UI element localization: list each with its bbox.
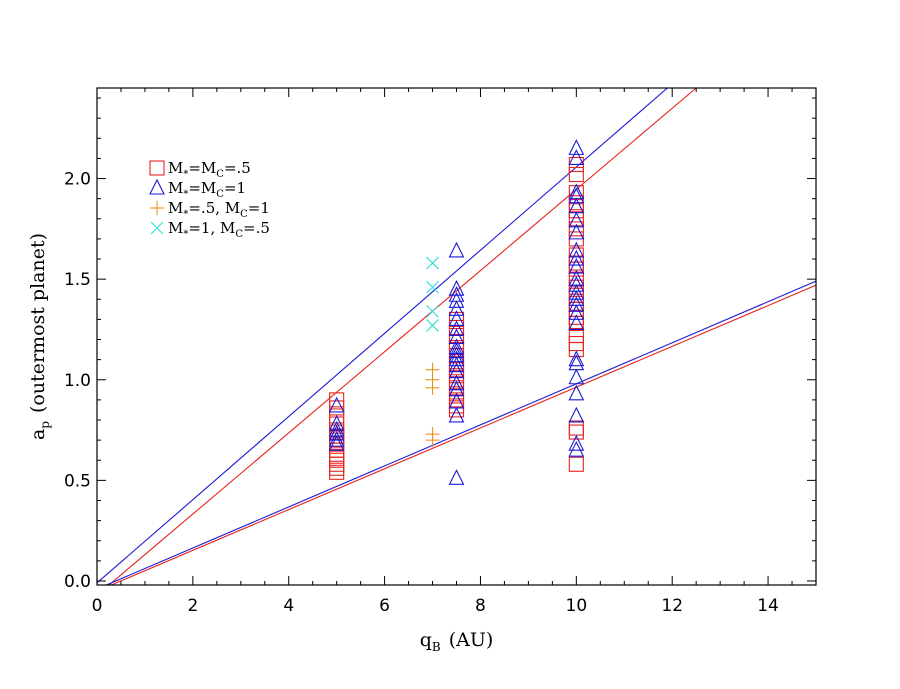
data-point-square: [568, 309, 584, 325]
data-point-triangle: [568, 149, 585, 165]
x-tick-label: 14: [757, 596, 779, 616]
data-point-triangle: [448, 374, 465, 391]
data-point-square: [568, 424, 584, 440]
data-point-triangle: [568, 211, 585, 228]
data-point-square: [448, 311, 465, 327]
fit-line: [111, 284, 816, 585]
data-point-square: [568, 456, 584, 472]
y-tick-label: 1.5: [64, 270, 91, 290]
data-point-triangle: [568, 368, 585, 385]
data-point-square: [568, 335, 584, 352]
legend-label: M*=.5, MC=1: [168, 199, 270, 220]
data-point-square: [568, 221, 584, 237]
data-point-triangle: [448, 279, 465, 296]
data-point-triangle: [328, 396, 345, 413]
legend-marker: [150, 201, 164, 215]
data-point-x: [426, 304, 439, 318]
data-point-triangle: [448, 469, 465, 485]
data-point-triangle: [448, 310, 465, 326]
x-tick-label: 12: [661, 596, 683, 616]
y-axis-label: ap(outermost planet): [27, 233, 52, 440]
data-point-triangle: [448, 292, 465, 308]
legend-marker: [150, 221, 164, 235]
data-point-triangle: [448, 350, 465, 367]
data-point-x: [426, 319, 439, 332]
data-point-triangle: [568, 384, 585, 401]
data-point-triangle: [328, 414, 345, 431]
y-tick-label: 1.0: [64, 371, 91, 391]
data-point-square: [568, 203, 584, 219]
data-point-triangle: [568, 257, 585, 274]
data-point-triangle: [568, 139, 585, 155]
data-point-plus: [425, 433, 440, 448]
data-point-triangle: [328, 430, 345, 447]
data-point-triangle: [448, 362, 465, 379]
data-point-square: [448, 402, 465, 418]
data-point-triangle: [568, 350, 585, 367]
data-point-square: [329, 464, 345, 480]
legend: M*=MC=.5M*=MC=1M*=.5, MC=1M*=1, MC=.5: [149, 159, 270, 240]
data-point-square: [329, 392, 345, 408]
data-point-triangle: [448, 356, 465, 373]
legend-marker: [149, 160, 165, 176]
data-point-triangle: [568, 223, 585, 240]
data-point-plus: [425, 380, 440, 395]
data-point-triangle: [328, 424, 345, 441]
axis-ticks: 0 2 4 6 8 10 12 14 0.0 0.5 1.0 1.5 2.0: [64, 88, 817, 616]
x-tick-label: 4: [283, 596, 294, 616]
data-point-x: [426, 280, 439, 294]
data-point-triangle: [448, 406, 465, 423]
data-point-triangle: [448, 338, 465, 355]
data-point-triangle: [568, 284, 585, 300]
data-point-triangle: [448, 380, 465, 397]
data-point-triangle: [448, 300, 465, 316]
x-tick-label: 2: [187, 596, 198, 616]
data-point-triangle: [568, 187, 585, 204]
x-tick-label: 0: [92, 596, 103, 616]
fit-line: [105, 280, 816, 585]
data-point-triangle: [568, 440, 585, 457]
data-point-triangle: [448, 346, 465, 363]
legend-marker: [149, 178, 165, 195]
data-points: [328, 139, 585, 485]
fit-line: [108, 88, 697, 585]
data-point-square: [329, 456, 345, 472]
data-point-triangle: [568, 197, 585, 214]
x-tick-label: 6: [379, 596, 390, 616]
data-point-square: [568, 166, 584, 183]
data-point-triangle: [568, 434, 585, 451]
data-point-square: [568, 279, 584, 295]
x-tick-label: 8: [475, 596, 486, 616]
y-tick-label: 0.5: [64, 471, 91, 491]
data-point-triangle: [328, 434, 345, 451]
data-point-triangle: [568, 304, 585, 320]
legend-label: M*=MC=1: [168, 179, 246, 200]
data-point-triangle: [568, 183, 585, 200]
data-point-triangle: [568, 296, 585, 312]
data-point-triangle: [568, 406, 585, 423]
data-point-x: [426, 256, 439, 270]
data-point-triangle: [568, 314, 585, 330]
x-axis-label: qB (AU): [420, 629, 494, 654]
data-point-triangle: [448, 241, 465, 258]
data-point-triangle: [568, 241, 585, 258]
x-tick-label: 10: [566, 596, 588, 616]
data-point-square: [568, 420, 584, 436]
y-tick-label: 0.0: [64, 572, 91, 592]
legend-label: M*=MC=.5: [168, 159, 251, 180]
data-point-triangle: [568, 249, 585, 266]
data-point-triangle: [448, 320, 465, 337]
y-tick-label: 2.0: [64, 170, 91, 190]
legend-label: M*=1, MC=.5: [168, 219, 270, 240]
